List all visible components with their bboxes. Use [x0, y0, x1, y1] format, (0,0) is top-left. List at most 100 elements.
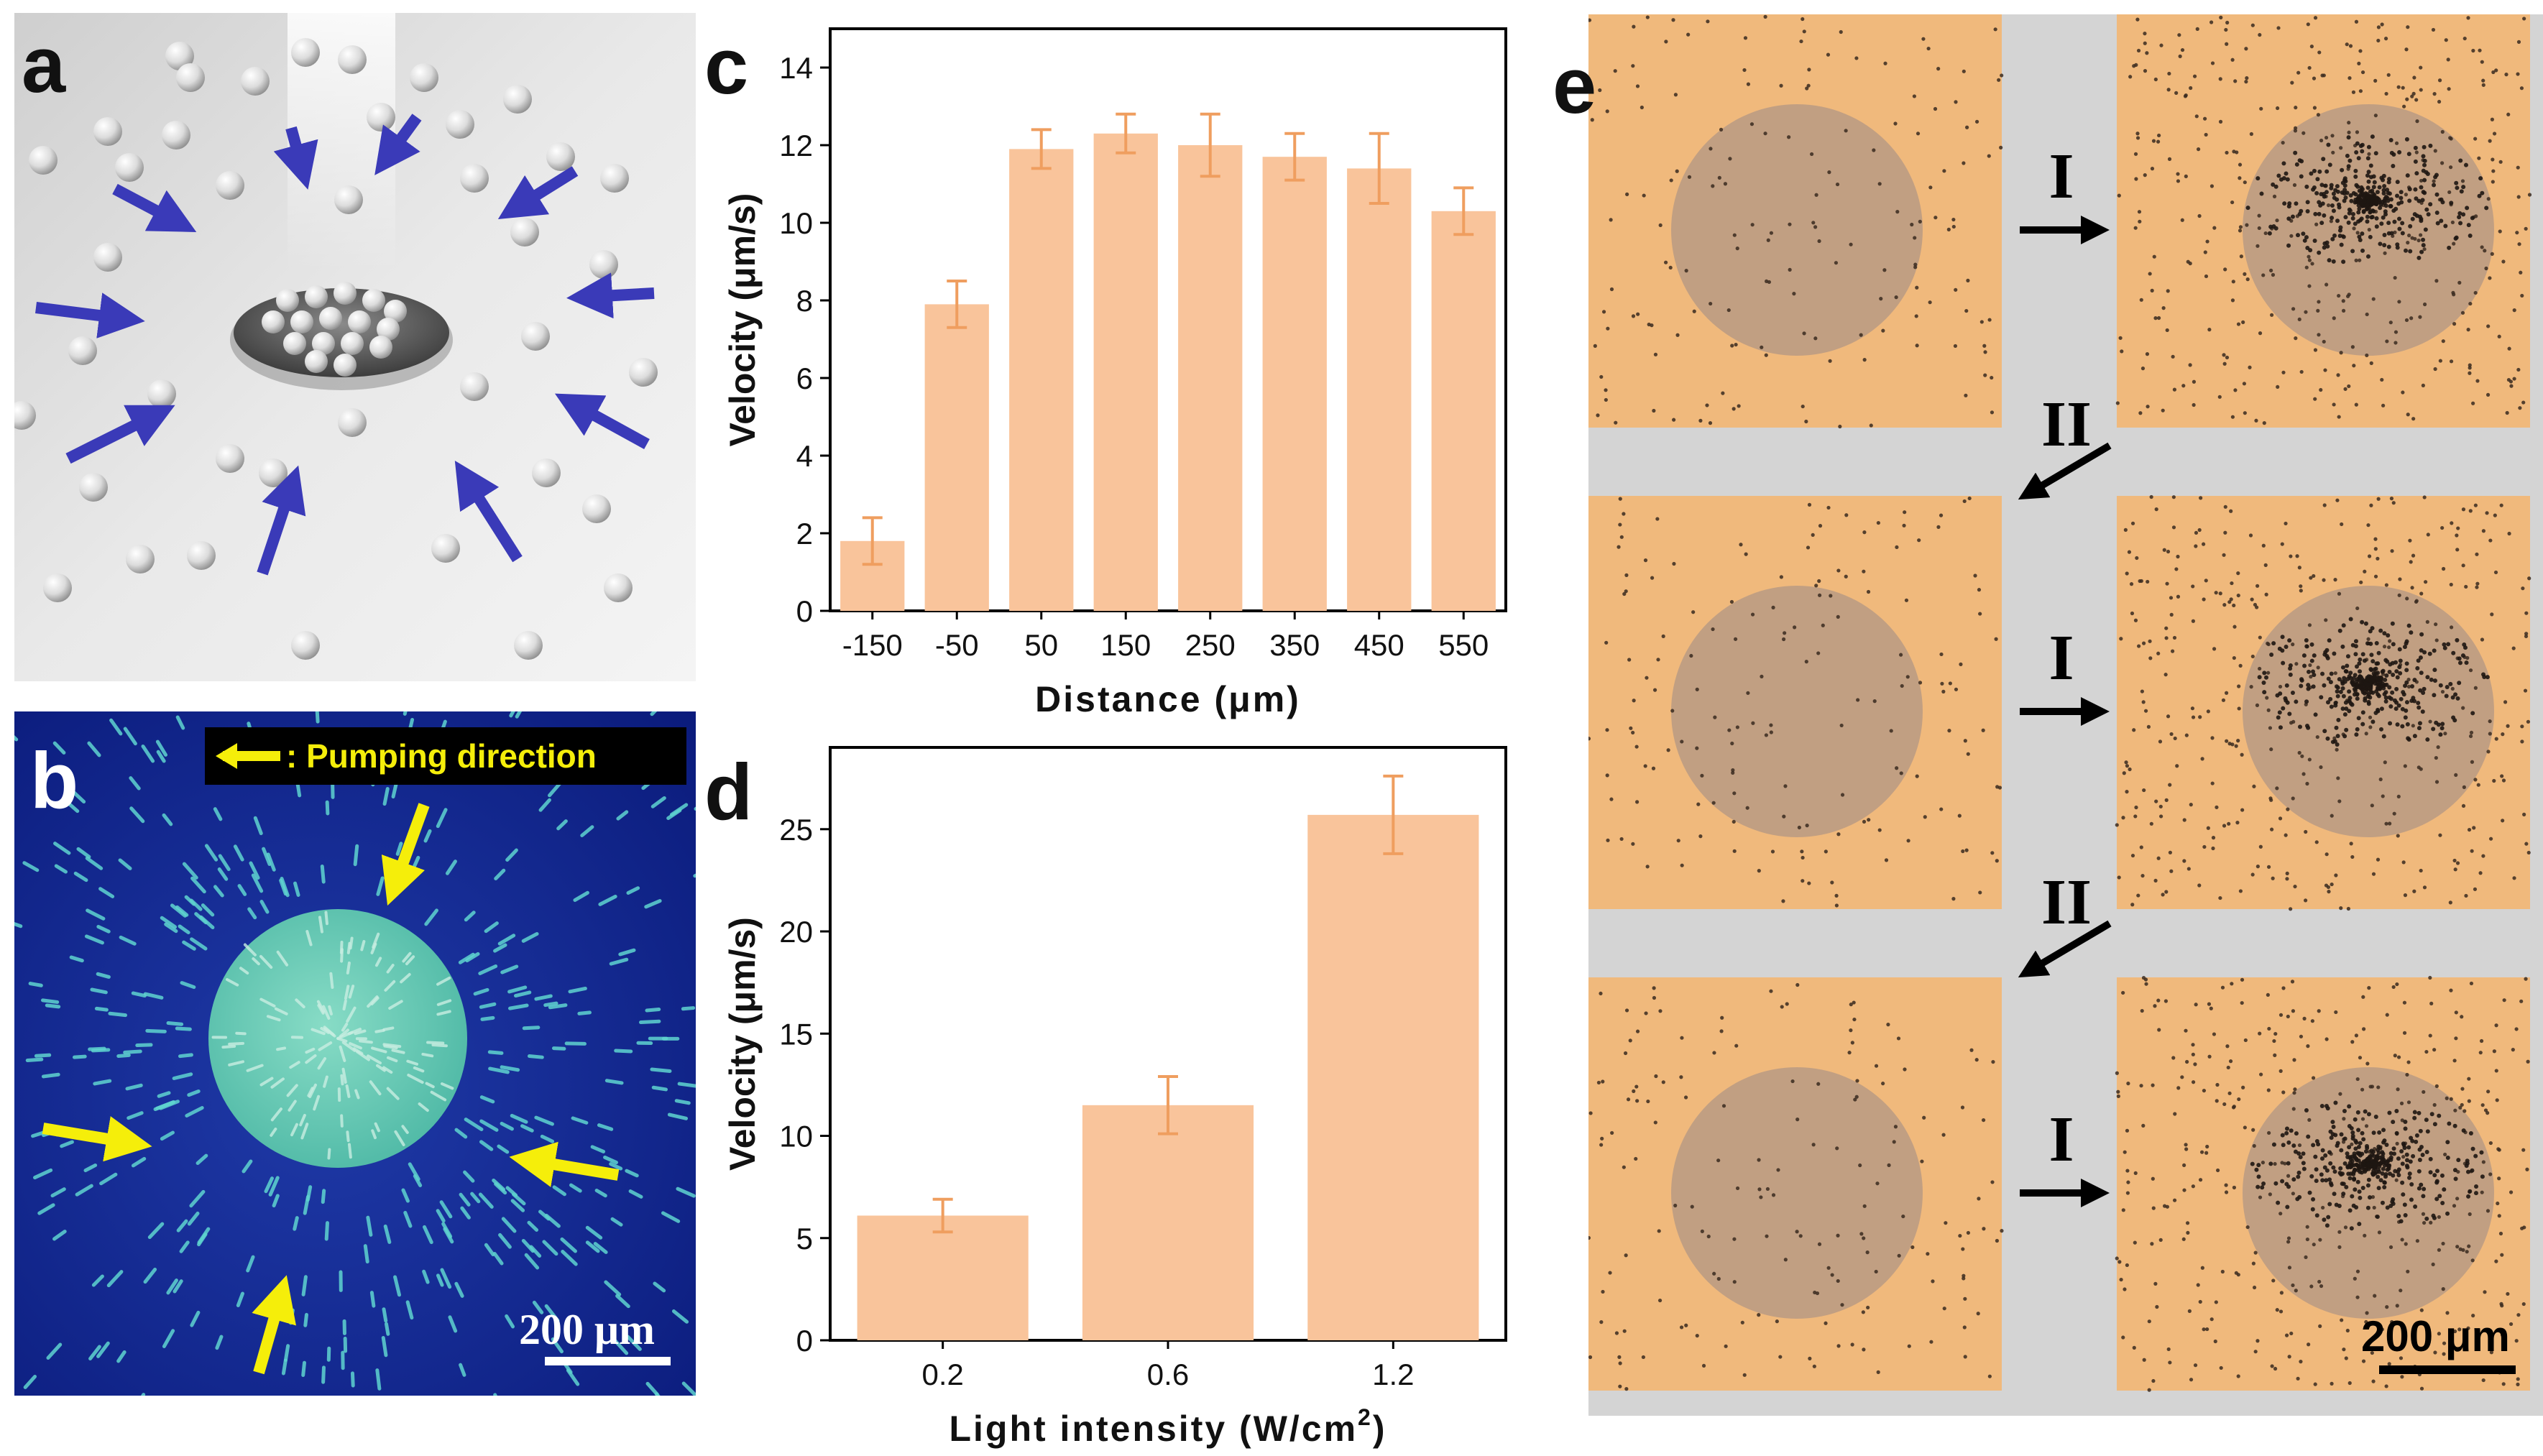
particle-streak: [386, 1324, 387, 1334]
particle-sphere: [338, 45, 367, 74]
particle-streak-inner: [329, 1007, 331, 1014]
particle-sphere: [93, 117, 122, 146]
x-tick-label: -50: [935, 628, 979, 662]
x-tick-label: 0.2: [921, 1358, 963, 1391]
trapped-particle: [305, 285, 328, 308]
particle-sphere: [546, 142, 575, 171]
y-tick-label: 6: [796, 361, 813, 395]
particle-streak: [133, 993, 144, 996]
particle-sphere: [460, 164, 489, 193]
x-tick-label: 150: [1100, 628, 1151, 662]
particle-sphere: [367, 103, 395, 132]
x-axis-label-end: ): [1373, 1409, 1387, 1449]
particle-streak: [679, 1084, 696, 1086]
particle-streak: [285, 1346, 288, 1360]
bar: [1432, 211, 1496, 611]
particle-sphere: [291, 38, 320, 67]
particle-streak: [579, 1013, 590, 1014]
y-tick-label: 0: [796, 594, 813, 628]
step-label-return-2: II: [2041, 867, 2092, 938]
trapped-particle: [290, 310, 313, 333]
particle-streak: [137, 1045, 151, 1046]
panel-a-illustration: [14, 13, 696, 681]
panel-e-images: I II I II I 200 μm: [1588, 14, 2543, 1416]
particle-sphere: [514, 631, 543, 660]
y-tick-label: 0: [796, 1324, 813, 1358]
particle-streak-inner: [351, 938, 352, 948]
micrograph-tile: [2115, 495, 2531, 911]
y-axis-label: Velocity (μm/s): [722, 193, 763, 447]
particle-streak: [27, 1059, 42, 1060]
particle-sphere: [68, 336, 97, 365]
particle-streak: [303, 1277, 305, 1295]
particle-streak: [180, 1055, 191, 1056]
particle-streak: [125, 1051, 141, 1052]
particle-sphere: [291, 631, 320, 660]
particle-sphere: [241, 67, 270, 96]
panel-b-scale-bar: [545, 1357, 671, 1365]
particle-streak-inner: [348, 963, 349, 973]
panel-e-scale-bar: [2379, 1365, 2516, 1374]
trapped-particle: [348, 310, 371, 333]
panel-e-sequence: I II I II I 200 μm e: [1588, 14, 2543, 1416]
particle-streak: [365, 1246, 367, 1262]
x-tick-label: 1.2: [1372, 1358, 1414, 1391]
particle-streak: [119, 1055, 129, 1056]
trapped-particle: [319, 307, 342, 330]
particle-streak-inner: [331, 974, 332, 987]
particle-streak: [317, 711, 318, 722]
y-tick-label: 8: [796, 284, 813, 318]
particle-streak: [308, 1187, 310, 1200]
particle-sphere: [115, 153, 144, 182]
particle-sphere: [216, 171, 244, 200]
y-tick-label: 25: [779, 813, 813, 847]
bar: [857, 1215, 1029, 1340]
particle-streak-inner: [360, 1041, 372, 1043]
particle-streak: [295, 1218, 298, 1230]
x-tick-label: 50: [1024, 628, 1058, 662]
trapped-particle: [369, 336, 392, 359]
particle-streak: [110, 1013, 126, 1015]
particle-sphere: [147, 379, 176, 408]
micrograph-tile: [2116, 14, 2531, 428]
particle-streak: [290, 1310, 293, 1323]
x-axis-label-sup: 2: [1358, 1404, 1373, 1430]
particle-streak-inner: [341, 1076, 342, 1084]
bar: [1094, 134, 1158, 611]
flow-arrow-icon: [589, 293, 654, 297]
x-tick-label: 0.6: [1147, 1358, 1189, 1391]
particle-streak-inner: [376, 1031, 383, 1032]
particle-streak: [647, 1010, 659, 1011]
panel-label-c: c: [704, 27, 748, 106]
particle-streak: [550, 1005, 566, 1008]
x-tick-label: 350: [1269, 628, 1320, 662]
y-tick-label: 10: [779, 1120, 813, 1153]
particle-streak: [303, 1363, 305, 1375]
particle-streak-inner: [328, 1150, 329, 1158]
y-tick-label: 14: [779, 51, 813, 85]
bar: [1307, 815, 1479, 1340]
particle-sphere: [43, 573, 72, 602]
particle-streak: [529, 1056, 542, 1058]
particle-streak: [322, 867, 323, 883]
particle-streak: [352, 1373, 353, 1386]
micrograph-tile: [1588, 496, 2002, 909]
particle-sphere: [162, 121, 190, 149]
particle-streak: [74, 1056, 85, 1057]
particle-streak-inner: [341, 942, 342, 953]
particle-streak: [683, 1008, 693, 1009]
particle-streak: [323, 1368, 324, 1382]
micrograph-tile: [1588, 14, 2003, 428]
panel-b-scale-label: 200 μm: [519, 1306, 655, 1353]
particle-streak-inner: [341, 1115, 342, 1126]
y-tick-label: 4: [796, 439, 813, 473]
particle-sphere: [126, 545, 155, 573]
trapped-particle: [283, 332, 306, 355]
particle-streak-inner: [344, 1001, 346, 1009]
step-label-forward-3: I: [2048, 1104, 2074, 1175]
particle-sphere: [446, 110, 474, 139]
y-axis-label: Velocity (μm/s): [722, 917, 763, 1171]
micrograph-tile: [1588, 977, 2004, 1391]
particle-streak: [305, 1314, 307, 1325]
